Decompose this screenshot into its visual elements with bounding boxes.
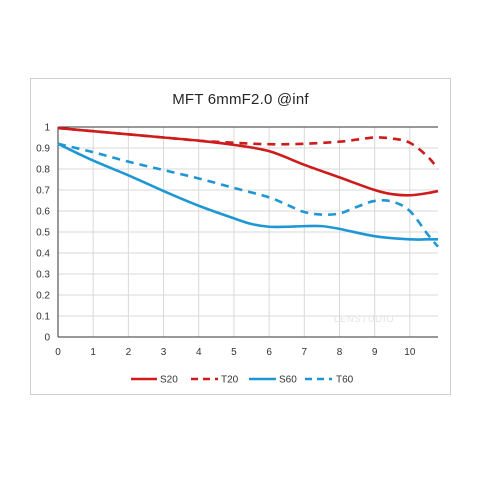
y-tick-label: 0.9 xyxy=(36,144,50,155)
chart-legend: S20 T20 S60 T60 xyxy=(131,375,354,386)
legend-label-t60: T60 xyxy=(336,375,354,386)
series-line-t20 xyxy=(57,126,440,170)
x-tick-label: 4 xyxy=(196,347,202,358)
y-tick-label: 0.6 xyxy=(36,207,50,218)
y-tick-label: 0.1 xyxy=(36,312,50,323)
y-tick-label: 0.2 xyxy=(36,291,50,302)
y-tick-label: 0.8 xyxy=(36,165,50,176)
chart-title: MFT 6mmF2.0 @inf xyxy=(172,91,309,108)
tick-labels: 0 1 2 3 4 5 6 7 8 9 10 0 0.1 0.2 0.3 0.4 0.5 0.6 0.7 0.8 0.9… xyxy=(36,123,416,359)
x-tick-label: 3 xyxy=(161,347,167,358)
x-tick-label: 8 xyxy=(337,347,343,358)
series-line-t60 xyxy=(57,142,439,248)
y-tick-label: 0.4 xyxy=(36,249,50,260)
y-tick-label: 0.3 xyxy=(36,270,50,281)
watermark-text: LENSTUDIO xyxy=(334,314,395,324)
x-tick-label: 9 xyxy=(372,347,378,358)
y-tick-label: 0 xyxy=(44,333,50,344)
x-tick-label: 6 xyxy=(266,347,272,358)
x-tick-label: 5 xyxy=(231,347,237,358)
series-line-s60 xyxy=(57,142,438,241)
x-tick-label: 1 xyxy=(90,347,96,358)
x-tick-label: 2 xyxy=(126,347,132,358)
y-tick-label: 0.7 xyxy=(36,186,50,197)
y-tick-label: 0.5 xyxy=(36,228,50,239)
x-tick-label: 7 xyxy=(302,347,308,358)
x-tick-label: 0 xyxy=(55,347,61,358)
y-tick-label: 1 xyxy=(44,123,50,134)
legend-label-s60: S60 xyxy=(279,375,297,386)
chart-series xyxy=(57,126,440,248)
x-tick-label: 10 xyxy=(404,347,416,358)
legend-label-t20: T20 xyxy=(221,375,239,386)
chart-axes xyxy=(57,126,438,338)
legend-label-s20: S20 xyxy=(160,375,178,386)
